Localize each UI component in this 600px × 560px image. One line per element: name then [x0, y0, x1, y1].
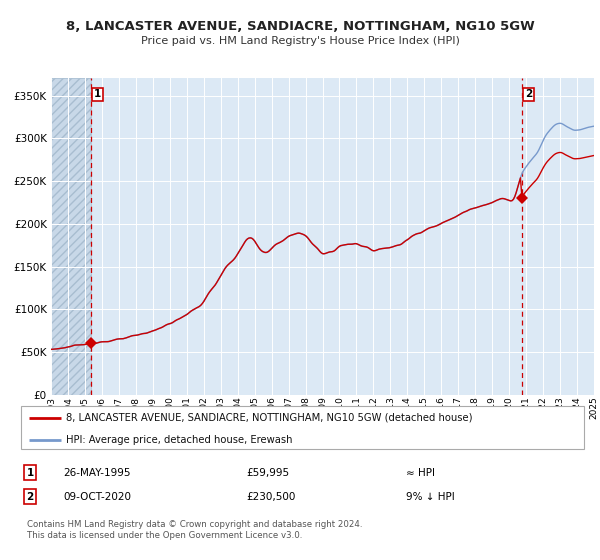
Text: ≈ HPI: ≈ HPI	[406, 468, 434, 478]
Text: 09-OCT-2020: 09-OCT-2020	[64, 492, 131, 502]
Text: 2: 2	[26, 492, 34, 502]
Text: 8, LANCASTER AVENUE, SANDIACRE, NOTTINGHAM, NG10 5GW (detached house): 8, LANCASTER AVENUE, SANDIACRE, NOTTINGH…	[67, 413, 473, 423]
Bar	[51, 78, 91, 395]
Text: 1: 1	[26, 468, 34, 478]
Text: £59,995: £59,995	[246, 468, 289, 478]
Text: Price paid vs. HM Land Registry's House Price Index (HPI): Price paid vs. HM Land Registry's House …	[140, 36, 460, 46]
Bar	[51, 78, 91, 395]
Text: £230,500: £230,500	[246, 492, 295, 502]
FancyBboxPatch shape	[21, 406, 584, 450]
Text: Contains HM Land Registry data © Crown copyright and database right 2024.
This d: Contains HM Land Registry data © Crown c…	[26, 520, 362, 540]
Text: 1: 1	[94, 90, 101, 100]
Text: HPI: Average price, detached house, Erewash: HPI: Average price, detached house, Erew…	[67, 435, 293, 445]
Text: 26-MAY-1995: 26-MAY-1995	[64, 468, 131, 478]
Text: 8, LANCASTER AVENUE, SANDIACRE, NOTTINGHAM, NG10 5GW: 8, LANCASTER AVENUE, SANDIACRE, NOTTINGH…	[65, 20, 535, 32]
Text: 9% ↓ HPI: 9% ↓ HPI	[406, 492, 454, 502]
Text: 2: 2	[525, 90, 533, 100]
